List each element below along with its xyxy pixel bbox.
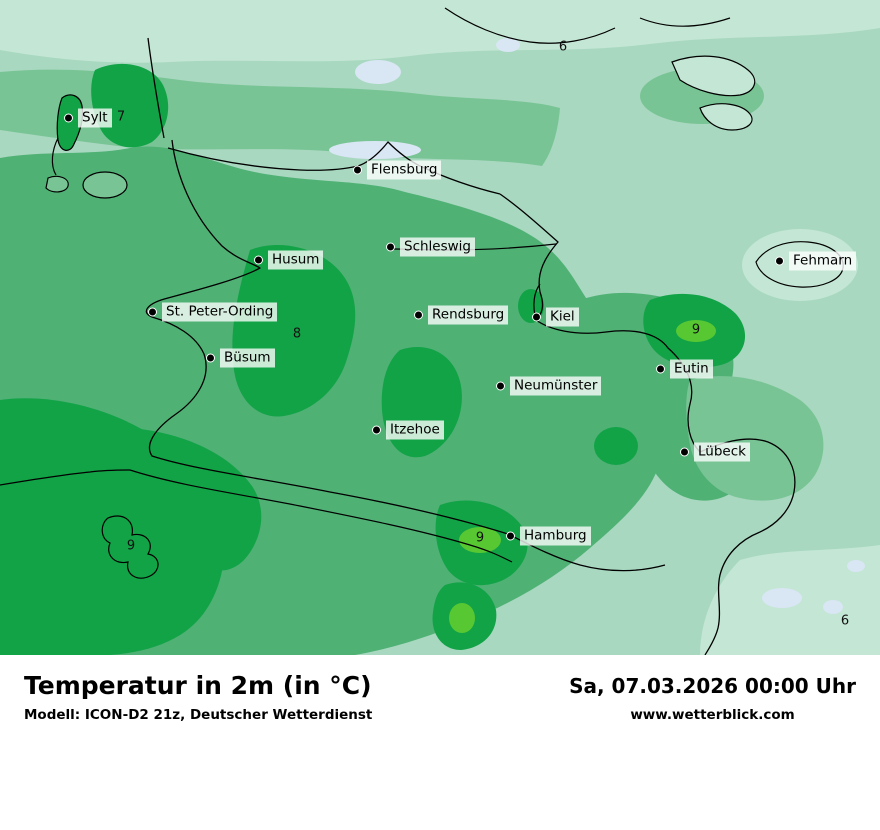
page-title: Temperatur in 2m (in °C) <box>24 671 372 700</box>
spot-hamburg-vivid <box>459 527 501 553</box>
coast-baltic <box>499 193 796 533</box>
island-sylt-tail <box>51 137 59 176</box>
temperature-map <box>0 0 880 655</box>
footer-right: Sa, 07.03.2026 00:00 Uhr www.wetterblick… <box>569 671 856 723</box>
coast-denmark-top-2 <box>639 17 731 27</box>
coast-denmark-west <box>147 37 165 139</box>
patch-west-coast <box>232 244 356 417</box>
spot-cold-north-3 <box>496 38 520 52</box>
spot-hamburg-vivid-2 <box>449 603 475 633</box>
model-info: Modell: ICON-D2 21z, Deutscher Wetterdie… <box>24 707 373 723</box>
spot-cold-north-2 <box>329 141 421 159</box>
coast-denmark-top-1 <box>444 7 616 44</box>
spot-cold-southeast-3 <box>847 560 865 572</box>
footer-text-row: Temperatur in 2m (in °C) Modell: ICON-D2… <box>0 655 880 723</box>
border-mecklenburg <box>704 531 761 655</box>
island-foehr-outline <box>82 171 128 199</box>
spot-cold-north-1 <box>355 60 401 84</box>
coast-north-sea <box>145 139 509 535</box>
elbe-south-bank <box>129 469 513 563</box>
region-east-light <box>686 376 824 501</box>
footer-left: Temperatur in 2m (in °C) Modell: ICON-D2… <box>24 671 372 723</box>
spot-cold-southeast-1 <box>762 588 802 608</box>
island-small-west <box>45 175 69 193</box>
footer: Temperatur in 2m (in °C) Modell: ICON-D2… <box>0 655 880 830</box>
website-url: www.wetterblick.com <box>630 707 795 723</box>
spot-cold-southeast-2 <box>823 600 843 614</box>
patch-east-small <box>594 427 638 465</box>
border-left-edge <box>0 469 131 486</box>
region-mint-top <box>0 0 880 63</box>
map-area: Sylt Flensburg Husum Schleswig St. Peter-Ord… <box>0 0 880 655</box>
island-northeast-2 <box>699 103 753 131</box>
patch-southwest-lobe <box>128 428 262 571</box>
border-loop-southwest <box>101 515 159 579</box>
island-sylt-outline <box>56 94 84 151</box>
island-northeast-1 <box>671 55 756 97</box>
spot-kiel-east-vivid <box>676 320 716 342</box>
forecast-datetime: Sa, 07.03.2026 00:00 Uhr <box>569 674 856 698</box>
